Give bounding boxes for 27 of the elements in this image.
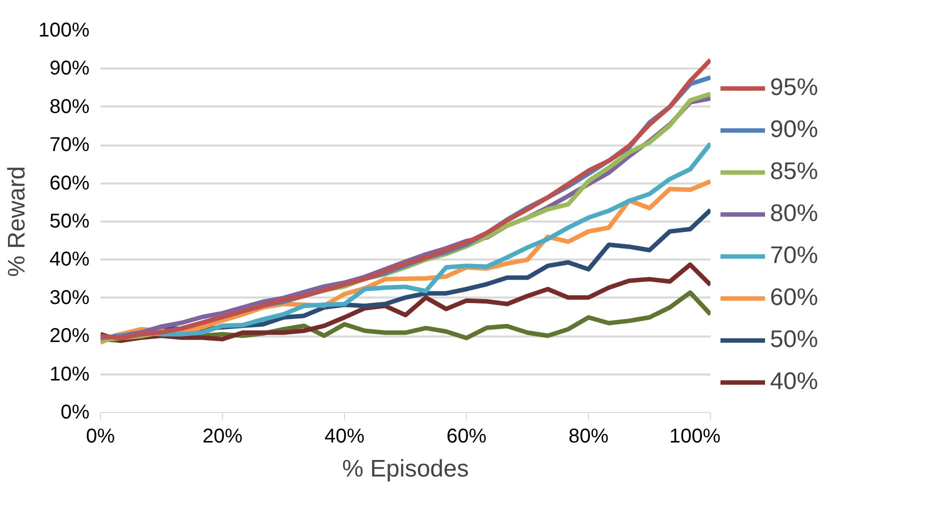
y-tick-label: 30% [49,286,90,309]
x-axis-title: % Episodes [342,456,469,482]
y-tick-label: 70% [49,134,90,156]
legend-label: 60% [770,284,818,312]
y-tick-label: 100% [38,20,90,42]
y-tick-label: 10% [49,363,90,386]
y-tick-label: 0% [60,402,90,424]
x-tick-label: 0% [86,426,116,448]
y-tick-label: 40% [49,248,90,271]
legend-label: 90% [770,116,818,144]
x-tick-label: 20% [202,426,243,448]
y-axis-title: % Reward [3,166,30,277]
y-tick-label: 60% [49,172,90,194]
legend-label: 50% [770,326,818,354]
legend-label: 95% [770,74,818,102]
legend-label: 80% [770,200,818,228]
legend-label: 40% [770,368,818,396]
x-tick-label: 80% [568,426,609,448]
x-tick-label: 60% [446,426,487,448]
legend-label: 70% [770,242,818,270]
x-tick-label: 40% [324,426,365,448]
y-tick-label: 20% [49,325,90,348]
y-tick-label: 90% [49,58,90,80]
x-tick-label: 100% [669,426,721,448]
legend-label: 85% [770,158,818,186]
y-tick-label: 50% [49,210,90,232]
y-tick-label: 80% [49,96,90,118]
